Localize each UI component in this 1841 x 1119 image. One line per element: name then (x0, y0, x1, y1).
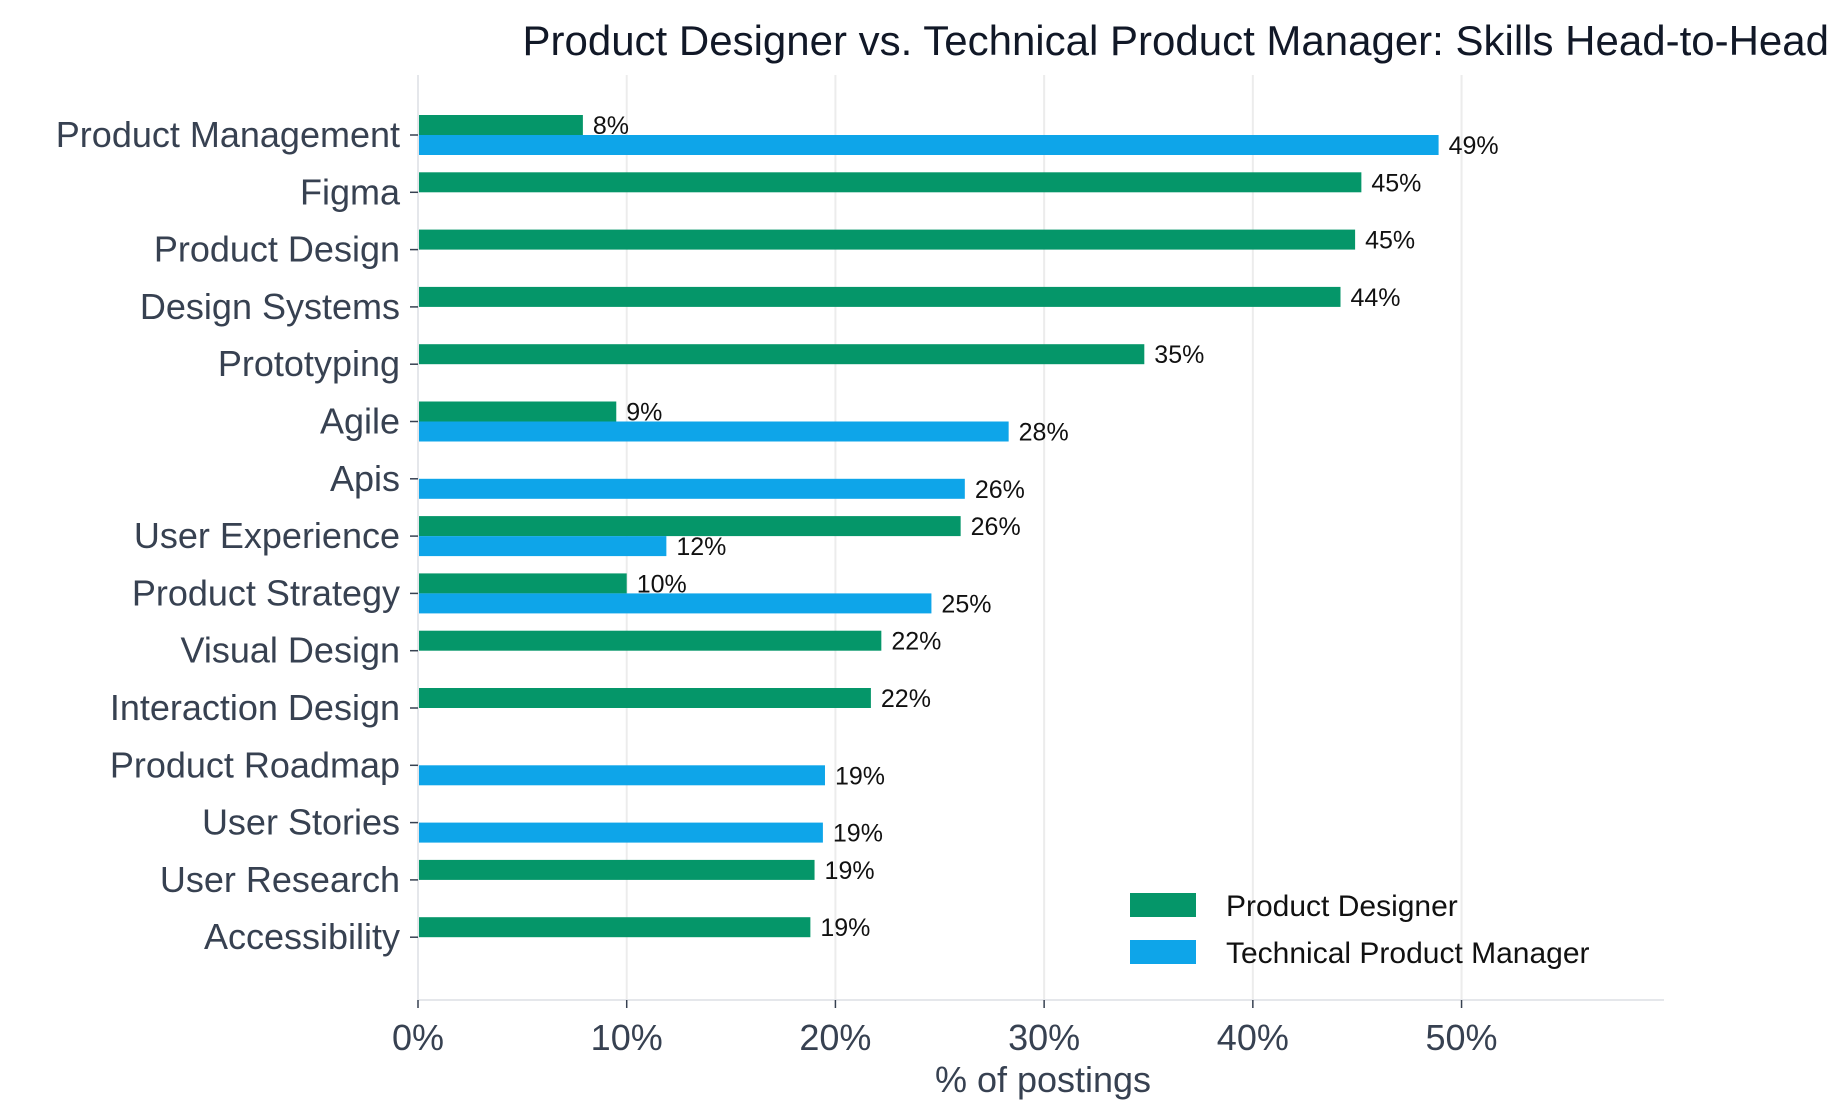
bar[interactable] (418, 593, 932, 614)
data-label: 45% (1371, 169, 1421, 197)
data-label: 19% (835, 762, 885, 790)
x-tick-label: 30% (1008, 1017, 1080, 1058)
data-label: 22% (881, 685, 931, 713)
value-labels: 8%49%45%45%44%35%9%28%26%26%12%10%25%22%… (593, 112, 1499, 942)
bar[interactable] (418, 688, 871, 708)
data-label: 22% (891, 628, 941, 656)
data-label: 10% (637, 570, 687, 598)
x-tick-label: 40% (1217, 1017, 1289, 1058)
data-label: 45% (1365, 227, 1415, 255)
data-label: 19% (820, 914, 870, 942)
data-label: 12% (676, 533, 726, 561)
legend-item-label: Technical Product Manager (1226, 937, 1590, 970)
y-tick-label: User Experience (134, 515, 400, 556)
bar[interactable] (418, 917, 811, 938)
bar[interactable] (418, 765, 825, 786)
x-tick-label: 10% (591, 1017, 663, 1058)
y-tick-label: User Stories (202, 802, 400, 843)
bar[interactable] (418, 344, 1145, 365)
bar[interactable] (418, 229, 1356, 250)
bar[interactable] (418, 421, 1009, 442)
legend-swatch (1130, 893, 1196, 917)
x-axis-title: % of postings (935, 1059, 1151, 1100)
data-label: 9% (626, 399, 662, 427)
y-tick-label: Figma (300, 171, 401, 212)
chart-title: Product Designer vs. Technical Product M… (522, 17, 1829, 64)
legend-item-label: Product Designer (1226, 890, 1458, 923)
data-label: 26% (971, 513, 1021, 541)
bar[interactable] (418, 286, 1341, 307)
bar[interactable] (418, 822, 823, 843)
y-tick-label: Visual Design (181, 630, 400, 671)
bar[interactable] (418, 135, 1439, 155)
data-label: 28% (1019, 419, 1069, 447)
y-tick-label: Product Design (154, 229, 400, 270)
data-label: 25% (941, 590, 991, 618)
y-tick-label: Product Management (56, 114, 400, 155)
bar[interactable] (418, 630, 882, 651)
bar[interactable] (418, 401, 617, 422)
y-tick-label: Product Roadmap (110, 744, 400, 785)
x-tick-label: 50% (1426, 1017, 1498, 1058)
data-label: 8% (593, 112, 629, 140)
data-label: 44% (1350, 284, 1400, 312)
bar[interactable] (418, 478, 965, 499)
data-label: 26% (975, 476, 1025, 504)
y-tick-label: Design Systems (140, 286, 400, 327)
data-label: 19% (825, 857, 875, 885)
bar[interactable] (418, 516, 961, 537)
legend[interactable]: Product Designer Technical Product Manage… (1130, 890, 1590, 970)
y-axis: Product Management Figma Product Design Des… (56, 75, 419, 1000)
y-tick-label: Interaction Design (110, 687, 400, 728)
legend-swatch (1130, 940, 1196, 964)
x-axis: 0% 10% 20% 30% 40% 50% (392, 999, 1664, 1058)
bars (418, 115, 1439, 938)
y-tick-label: Agile (320, 401, 400, 442)
bar[interactable] (418, 172, 1362, 193)
y-tick-label: User Research (160, 859, 400, 900)
data-label: 35% (1154, 341, 1204, 369)
data-label: 19% (833, 820, 883, 848)
y-tick-label: Prototyping (218, 343, 400, 384)
bar[interactable] (418, 859, 815, 880)
y-tick-label: Product Strategy (132, 572, 400, 613)
bar[interactable] (418, 573, 627, 594)
y-tick-label: Apis (330, 458, 400, 499)
bar[interactable] (418, 536, 667, 557)
y-tick-label: Accessibility (204, 916, 400, 957)
x-tick-label: 20% (799, 1017, 871, 1058)
data-label: 49% (1449, 132, 1499, 160)
x-tick-label: 0% (392, 1017, 444, 1058)
bar[interactable] (418, 115, 583, 135)
